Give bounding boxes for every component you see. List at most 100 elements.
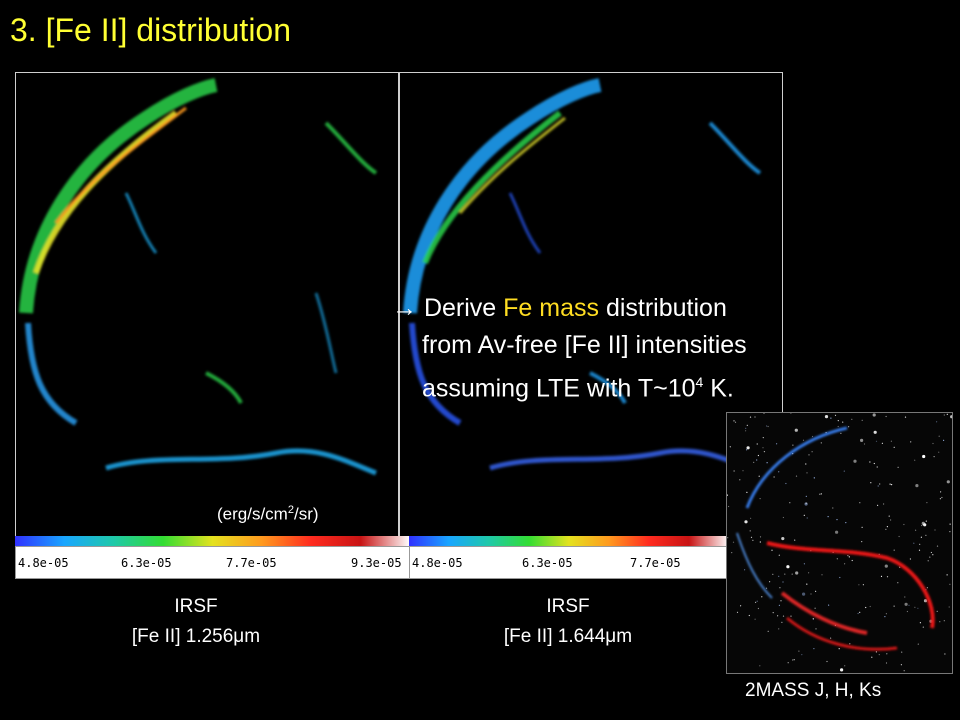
star xyxy=(794,428,798,432)
star xyxy=(830,417,832,419)
colorbar-gradient xyxy=(15,536,410,546)
star xyxy=(930,551,932,554)
star xyxy=(936,610,938,612)
arrow-icon: → xyxy=(392,294,417,322)
star xyxy=(819,493,821,495)
star xyxy=(861,526,863,528)
starfield xyxy=(726,412,954,672)
star xyxy=(909,558,911,560)
star xyxy=(803,563,805,565)
star xyxy=(904,602,908,606)
star xyxy=(932,554,934,556)
star xyxy=(805,495,807,497)
star xyxy=(926,502,928,504)
star xyxy=(808,572,810,574)
star xyxy=(879,483,881,485)
star xyxy=(792,659,794,661)
star xyxy=(838,648,840,650)
star xyxy=(865,606,867,609)
star xyxy=(859,611,861,613)
highlight-fe-mass: Fe mass xyxy=(503,294,599,322)
star xyxy=(731,552,733,554)
star xyxy=(915,529,917,531)
star xyxy=(880,575,883,577)
star xyxy=(944,653,946,655)
star xyxy=(830,637,832,639)
star xyxy=(772,612,774,614)
star xyxy=(746,491,748,493)
star xyxy=(917,607,919,609)
star xyxy=(789,502,791,504)
star xyxy=(922,454,926,459)
colorbar-ticks: 4.8e-05 6.3e-05 7.7e-05 xyxy=(409,546,729,579)
star xyxy=(727,537,729,539)
star xyxy=(756,459,758,461)
star xyxy=(815,590,817,592)
star xyxy=(871,656,873,658)
star xyxy=(843,470,845,472)
star xyxy=(776,443,778,445)
star xyxy=(861,541,863,543)
star xyxy=(876,466,878,468)
caption-line: [Fe II] 1.644μm xyxy=(503,626,633,647)
star xyxy=(886,526,888,528)
star xyxy=(750,536,753,538)
star xyxy=(893,549,895,551)
star xyxy=(844,665,846,667)
star xyxy=(844,563,846,565)
star xyxy=(744,520,748,524)
star xyxy=(756,600,758,602)
star xyxy=(753,461,755,463)
star xyxy=(813,477,815,479)
star xyxy=(857,612,859,615)
star xyxy=(920,536,922,538)
star xyxy=(745,430,747,432)
star xyxy=(939,621,941,623)
star xyxy=(859,502,861,504)
star xyxy=(745,427,747,429)
star xyxy=(918,549,921,551)
star xyxy=(742,470,744,472)
caption-instrument: IRSF xyxy=(546,596,590,617)
unit-label: (erg/s/cm2/sr) xyxy=(217,504,319,524)
star xyxy=(906,610,908,613)
star xyxy=(757,454,759,457)
star xyxy=(772,573,774,575)
star xyxy=(746,424,748,426)
star xyxy=(873,430,877,434)
star xyxy=(914,606,916,608)
star xyxy=(875,440,878,442)
star xyxy=(869,461,871,463)
star xyxy=(769,581,771,583)
star xyxy=(862,584,864,586)
star xyxy=(801,654,803,656)
star xyxy=(915,484,919,488)
star xyxy=(847,555,849,557)
star xyxy=(938,451,940,453)
star xyxy=(734,421,737,423)
star xyxy=(778,575,780,577)
star xyxy=(949,523,951,525)
star xyxy=(828,604,830,606)
star xyxy=(917,643,919,645)
star xyxy=(762,437,764,439)
star xyxy=(949,531,951,533)
star xyxy=(877,485,879,487)
star xyxy=(782,516,784,519)
star xyxy=(836,519,838,521)
star xyxy=(813,648,815,650)
star xyxy=(941,496,943,499)
star xyxy=(851,418,853,420)
star xyxy=(936,421,938,423)
colorbar-1644: 4.8e-05 6.3e-05 7.7e-05 xyxy=(409,536,729,580)
star xyxy=(806,583,808,585)
star xyxy=(810,593,812,595)
star xyxy=(848,426,850,428)
star xyxy=(749,416,752,418)
colorbar-tick: 7.7e-05 xyxy=(226,556,277,570)
star xyxy=(848,556,850,558)
star xyxy=(795,475,798,477)
star xyxy=(763,412,765,414)
star xyxy=(790,412,792,414)
star xyxy=(873,462,875,465)
